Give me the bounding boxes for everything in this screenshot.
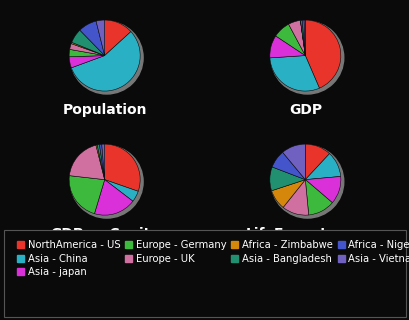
Legend: NorthAmerica - US, Asia - China, Asia - japan, Europe - Germany, Europe - UK, Af: NorthAmerica - US, Asia - China, Asia - … bbox=[13, 236, 409, 281]
Wedge shape bbox=[69, 145, 104, 180]
Title: GDPperCapita: GDPperCapita bbox=[49, 227, 159, 241]
FancyBboxPatch shape bbox=[4, 230, 405, 317]
Wedge shape bbox=[69, 49, 104, 57]
Wedge shape bbox=[97, 145, 104, 180]
Wedge shape bbox=[72, 30, 104, 56]
Wedge shape bbox=[301, 20, 305, 56]
Wedge shape bbox=[283, 180, 308, 215]
Wedge shape bbox=[96, 145, 104, 180]
Circle shape bbox=[270, 21, 343, 94]
Wedge shape bbox=[305, 20, 340, 88]
Wedge shape bbox=[69, 56, 104, 68]
Circle shape bbox=[70, 145, 143, 218]
Wedge shape bbox=[94, 180, 133, 215]
Circle shape bbox=[270, 145, 343, 218]
Wedge shape bbox=[104, 180, 138, 201]
Wedge shape bbox=[71, 32, 140, 91]
Wedge shape bbox=[269, 36, 305, 58]
Wedge shape bbox=[275, 24, 305, 56]
Wedge shape bbox=[101, 144, 104, 180]
Wedge shape bbox=[69, 176, 104, 214]
Wedge shape bbox=[305, 180, 332, 215]
Wedge shape bbox=[282, 144, 305, 180]
Title: LifeExpectancy: LifeExpectancy bbox=[245, 227, 364, 241]
Wedge shape bbox=[272, 152, 305, 180]
Circle shape bbox=[70, 21, 143, 94]
Title: GDP: GDP bbox=[288, 103, 321, 117]
Wedge shape bbox=[80, 21, 104, 56]
Wedge shape bbox=[71, 42, 104, 56]
Wedge shape bbox=[300, 20, 305, 56]
Wedge shape bbox=[99, 144, 104, 180]
Wedge shape bbox=[271, 180, 305, 207]
Wedge shape bbox=[305, 176, 340, 203]
Wedge shape bbox=[269, 56, 319, 91]
Wedge shape bbox=[305, 144, 329, 180]
Wedge shape bbox=[96, 20, 104, 56]
Wedge shape bbox=[269, 167, 305, 191]
Wedge shape bbox=[104, 144, 140, 191]
Wedge shape bbox=[300, 20, 305, 56]
Wedge shape bbox=[305, 154, 340, 180]
Wedge shape bbox=[70, 44, 104, 56]
Title: Population: Population bbox=[62, 103, 146, 117]
Wedge shape bbox=[303, 20, 305, 56]
Wedge shape bbox=[104, 20, 130, 56]
Wedge shape bbox=[288, 20, 305, 56]
